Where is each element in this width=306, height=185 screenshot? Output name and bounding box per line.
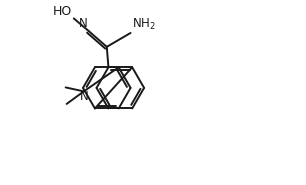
- Text: N: N: [79, 17, 88, 30]
- Text: NH$_2$: NH$_2$: [132, 17, 156, 32]
- Text: HO: HO: [53, 5, 72, 18]
- Text: N: N: [80, 90, 88, 103]
